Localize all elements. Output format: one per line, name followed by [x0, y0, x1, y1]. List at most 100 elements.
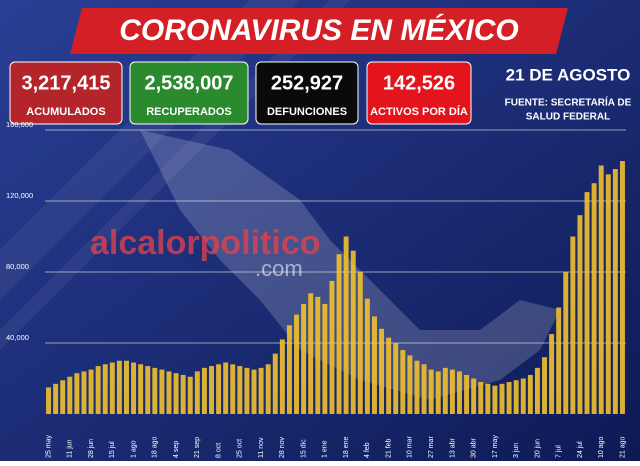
x-tick-label: 20 jun — [534, 439, 541, 458]
bar — [53, 383, 59, 414]
stat-label: ACTIVOS POR DÍA — [370, 105, 468, 118]
bar — [173, 373, 179, 414]
bar — [534, 367, 540, 414]
bar — [102, 364, 108, 414]
bar — [315, 296, 321, 414]
x-tick-label: 24 jul — [577, 441, 584, 458]
bar — [527, 374, 533, 414]
x-tick-label: 8 oct — [215, 443, 222, 458]
bar — [237, 366, 243, 414]
x-tick-label: 13 abr — [449, 437, 456, 458]
bar — [556, 307, 562, 414]
x-tick-label: 10 mar — [407, 436, 414, 458]
x-tick-label: 7 jul — [556, 445, 563, 458]
bar — [442, 367, 448, 414]
bar — [81, 371, 87, 414]
bar — [258, 367, 264, 414]
bar — [223, 362, 229, 414]
bar — [513, 380, 519, 414]
bar — [88, 369, 94, 414]
bar — [67, 376, 73, 414]
bar — [393, 343, 399, 414]
x-tick-label: 11 jun — [67, 439, 74, 458]
x-tick-label: 1 ago — [130, 440, 137, 458]
bar — [449, 369, 455, 414]
bar — [251, 369, 257, 414]
x-tick-label: 18 ago — [152, 436, 159, 458]
stat-label: ACUMULADOS — [26, 106, 105, 118]
bar — [294, 314, 300, 414]
x-tick-label: 4 feb — [364, 442, 371, 458]
bar — [400, 350, 406, 414]
bar — [230, 364, 236, 414]
x-tick-label: 21 feb — [385, 438, 392, 458]
x-tick-label: 25 oct — [237, 439, 244, 458]
bar — [612, 169, 618, 414]
bar — [584, 192, 590, 414]
bar — [322, 303, 328, 414]
stats: 3,217,415 ACUMULADOS 2,538,007 RECUPERADOS 2… — [9, 61, 472, 125]
bar — [286, 325, 292, 414]
stat-value: 142,526 — [383, 72, 455, 94]
bar — [301, 303, 307, 414]
stat-box — [129, 61, 249, 125]
bar — [598, 165, 604, 414]
bar — [542, 357, 547, 414]
bar — [159, 369, 165, 414]
bar — [209, 366, 214, 414]
x-tick-label: 25 may — [45, 435, 52, 458]
bar — [138, 364, 144, 414]
bar — [605, 174, 611, 414]
x-tick-label: 1 ene — [322, 440, 329, 458]
stat-label: DEFUNCIONES — [267, 106, 347, 118]
bar — [492, 385, 498, 414]
bar — [357, 272, 363, 414]
y-tick-label: 40,000 — [6, 333, 29, 342]
bar — [46, 387, 52, 414]
bar — [187, 376, 193, 414]
x-tick-label: 21 ago — [619, 436, 626, 458]
x-tick-label: 28 jun — [88, 439, 95, 458]
watermark: alcalorpolitico — [90, 224, 321, 262]
bar — [386, 337, 392, 414]
bar — [180, 374, 186, 414]
bar — [428, 369, 434, 414]
bar — [350, 250, 356, 414]
bar — [124, 360, 129, 414]
bar — [95, 366, 101, 414]
stat-label: RECUPERADOS — [146, 106, 232, 118]
bar — [131, 362, 137, 414]
bar — [570, 236, 576, 414]
bar — [145, 366, 151, 414]
stat-value: 252,927 — [271, 72, 343, 94]
bar — [435, 371, 441, 414]
bar — [308, 293, 314, 414]
stat-value: 3,217,415 — [22, 72, 111, 94]
bar — [201, 367, 207, 414]
x-tick-label: 11 nov — [258, 437, 265, 458]
x-tick-label: 4 sep — [173, 441, 180, 458]
bar — [379, 328, 385, 414]
x-tick-label: 17 may — [492, 435, 499, 458]
bar — [329, 280, 335, 414]
bar — [152, 367, 158, 414]
bar — [464, 374, 470, 414]
map-silhouette — [140, 130, 560, 400]
title: CORONAVIRUS EN MÉXICO — [119, 13, 518, 47]
bar — [506, 382, 512, 414]
bar — [244, 367, 250, 414]
bar — [471, 378, 477, 414]
watermark-domain: .com — [255, 256, 303, 281]
bar — [166, 371, 172, 414]
bar — [74, 373, 80, 414]
stat-value: 2,538,007 — [145, 72, 234, 94]
bar — [109, 362, 115, 414]
x-tick-label: 30 abr — [471, 437, 478, 458]
bar — [563, 272, 569, 414]
bar — [457, 371, 462, 414]
x-tick-label: 15 jul — [109, 441, 116, 458]
bar — [272, 353, 278, 414]
source: SALUD FEDERAL — [526, 112, 610, 123]
x-tick-label: 18 ene — [343, 436, 350, 458]
